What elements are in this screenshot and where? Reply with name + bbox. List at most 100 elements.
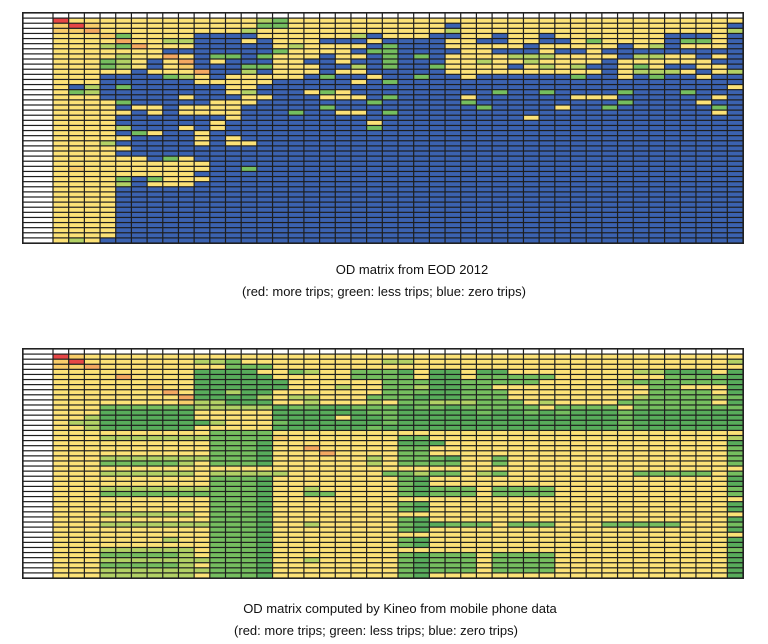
heatmap-cell [84, 568, 100, 573]
heatmap-cell [429, 207, 445, 212]
heatmap-cell [571, 187, 586, 192]
heatmap-cell [100, 192, 116, 197]
heatmap-cell [53, 177, 69, 182]
heatmap-cell [210, 425, 225, 430]
heatmap-cell [69, 497, 84, 502]
heatmap-cell [555, 182, 570, 187]
heatmap-cell [445, 177, 461, 182]
heatmap-cell [696, 161, 712, 166]
heatmap-cell [84, 202, 100, 207]
heatmap-cell [508, 90, 523, 95]
column-header-cell [147, 349, 163, 354]
heatmap-cell [524, 28, 539, 33]
heatmap-cell [571, 466, 586, 471]
heatmap-cell [618, 54, 633, 59]
heatmap-cell [210, 436, 225, 440]
heatmap-cell [320, 410, 335, 415]
heatmap-cell [257, 23, 272, 28]
heatmap-cell [555, 187, 570, 192]
column-header-cell [116, 13, 131, 18]
heatmap-cell [226, 90, 241, 95]
heatmap-cell [680, 542, 696, 547]
heatmap-cell [429, 39, 445, 44]
heatmap-cell [288, 172, 304, 176]
heatmap-cell [586, 54, 602, 59]
heatmap-cell [194, 136, 210, 141]
heatmap-cell [477, 466, 492, 471]
heatmap-cell [618, 441, 633, 446]
heatmap-cell [210, 359, 225, 364]
heatmap-cell [398, 502, 414, 507]
heatmap-cell [163, 512, 178, 517]
heatmap-cell [226, 542, 241, 547]
heatmap-cell [539, 436, 555, 440]
column-header-cell [633, 13, 649, 18]
heatmap-cell [320, 136, 335, 141]
heatmap-cell [257, 461, 272, 466]
heatmap-cell [132, 512, 147, 517]
heatmap-cell [132, 207, 147, 212]
heatmap-cell [367, 131, 382, 136]
heatmap-cell [147, 212, 163, 217]
heatmap-cell [524, 18, 539, 23]
heatmap-cell [508, 233, 523, 238]
heatmap-cell [163, 223, 178, 228]
heatmap-cell [492, 558, 508, 563]
heatmap-cell [335, 451, 351, 456]
heatmap-cell [665, 202, 680, 207]
heatmap-cell [618, 151, 633, 156]
heatmap-cell [539, 131, 555, 136]
heatmap-cell [147, 512, 163, 517]
heatmap-cell [429, 192, 445, 197]
heatmap-cell [273, 492, 288, 496]
heatmap-cell [367, 23, 382, 28]
heatmap-cell [335, 354, 351, 359]
row-header-cell [23, 120, 53, 125]
heatmap-cell [179, 120, 194, 125]
heatmap-cell [571, 182, 586, 187]
heatmap-cell [398, 182, 414, 187]
heatmap-cell [398, 558, 414, 563]
heatmap-cell [665, 568, 680, 573]
heatmap-cell [382, 487, 398, 491]
heatmap-cell [696, 415, 712, 420]
heatmap-cell [445, 553, 461, 558]
row-header-cell [23, 563, 53, 568]
heatmap-cell [602, 39, 617, 44]
heatmap-cell [194, 385, 210, 390]
heatmap-cell [633, 512, 649, 517]
heatmap-cell [555, 39, 570, 44]
heatmap-cell [571, 233, 586, 238]
heatmap-cell [461, 64, 476, 69]
column-header-cell [555, 349, 570, 354]
heatmap-cell [304, 441, 319, 446]
heatmap-cell [335, 54, 351, 59]
heatmap-cell [116, 110, 131, 115]
heatmap-cell [477, 141, 492, 146]
heatmap-cell [696, 197, 712, 202]
heatmap-cell [210, 136, 225, 141]
heatmap-cell [226, 59, 241, 64]
heatmap-cell [727, 471, 743, 476]
heatmap-cell [524, 212, 539, 217]
heatmap-cell [649, 197, 664, 202]
heatmap-cell [84, 192, 100, 197]
heatmap-cell [586, 80, 602, 84]
heatmap-cell [132, 522, 147, 527]
heatmap-cell [633, 146, 649, 151]
heatmap-cell [398, 192, 414, 197]
heatmap-cell [398, 446, 414, 451]
heatmap-cell [288, 207, 304, 212]
heatmap-cell [304, 64, 319, 69]
heatmap-cell [69, 44, 84, 49]
heatmap-cell [586, 218, 602, 222]
heatmap-cell [727, 202, 743, 207]
heatmap-cell [414, 369, 429, 374]
heatmap-cell [445, 141, 461, 146]
heatmap-cell [382, 553, 398, 558]
heatmap-cell [226, 156, 241, 161]
heatmap-cell [335, 466, 351, 471]
heatmap-cell [492, 69, 508, 74]
heatmap-cell [649, 522, 664, 527]
heatmap-cell [665, 553, 680, 558]
